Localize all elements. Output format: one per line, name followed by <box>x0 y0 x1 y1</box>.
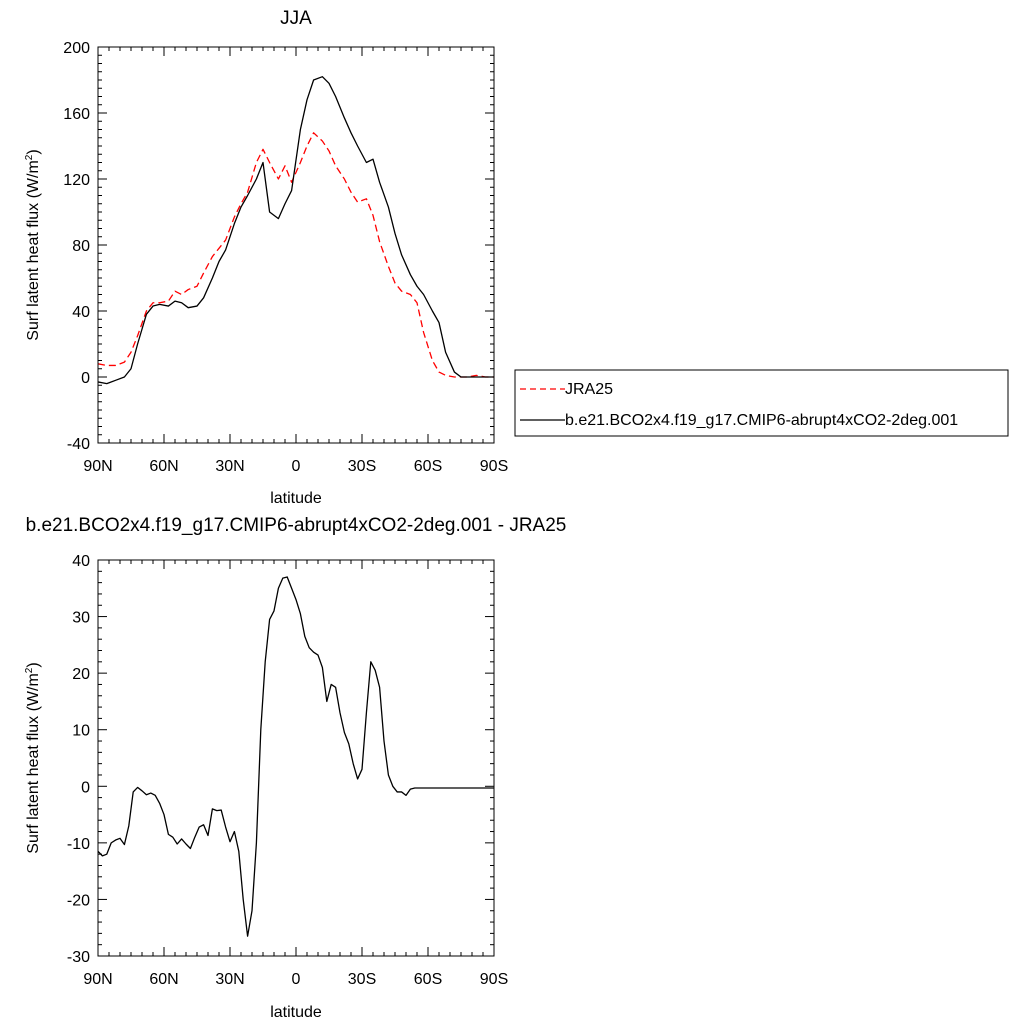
legend-label-model: b.e21.BCO2x4.f19_g17.CMIP6-abrupt4xCO2-2… <box>565 412 958 429</box>
x-tick-label: 60N <box>149 458 178 475</box>
y-tick-label: -40 <box>67 436 90 453</box>
top-chart-series <box>97 76 494 385</box>
y-tick-label: 0 <box>81 779 90 796</box>
y-tick-label: 30 <box>72 610 90 627</box>
legend-label-jra25: JRA25 <box>565 381 613 398</box>
bottom-chart-panel: b.e21.BCO2x4.f19_g17.CMIP6-abrupt4xCO2-2… <box>24 515 566 1021</box>
y-tick-label: 160 <box>63 106 90 123</box>
y-tick-label: 40 <box>72 304 90 321</box>
bottom-chart-frame <box>97 559 495 957</box>
x-tick-label: 60N <box>149 971 178 988</box>
top-chart-panel: JJA 90N 60N 30N 0 30S 60S 90S -40 0 40 80 120 160 20… <box>24 8 1009 507</box>
y-tick-label: -20 <box>67 892 90 909</box>
bottom-chart-ticks <box>97 559 495 957</box>
top-chart-y-tick-labels: -40 0 40 80 120 160 200 <box>63 40 90 453</box>
bottom-chart-title: b.e21.BCO2x4.f19_g17.CMIP6-abrupt4xCO2-2… <box>26 515 567 536</box>
jra25-line-panel1 <box>97 132 494 378</box>
legend-box <box>514 369 1009 437</box>
y-tick-label: 120 <box>63 172 90 189</box>
y-tick-label: 10 <box>72 723 90 740</box>
x-tick-label: 60S <box>414 458 442 475</box>
x-tick-label: 30S <box>348 458 376 475</box>
y-tick-label: 200 <box>63 40 90 57</box>
x-tick-label: 0 <box>292 458 301 475</box>
model-line-panel1 <box>97 76 494 385</box>
top-chart-x-axis-label: latitude <box>270 490 322 507</box>
x-tick-label: 60S <box>414 971 442 988</box>
y-tick-label: 40 <box>72 553 90 570</box>
top-chart-title: JJA <box>280 8 312 29</box>
y-tick-label: 0 <box>81 370 90 387</box>
bottom-chart-y-axis-label: Surf latent heat flux (W/m2) <box>24 662 42 853</box>
y-tick-label: 20 <box>72 666 90 683</box>
bottom-chart-x-axis-label: latitude <box>270 1004 322 1021</box>
x-tick-label: 30N <box>215 971 244 988</box>
x-tick-label: 90N <box>83 458 112 475</box>
top-chart-frame <box>97 46 495 444</box>
x-tick-label: 90S <box>480 458 508 475</box>
top-chart-y-axis-label: Surf latent heat flux (W/m2) <box>24 149 42 340</box>
bottom-chart-y-tick-labels: -30 -20 -10 0 10 20 30 40 <box>67 553 90 966</box>
y-tick-label: -30 <box>67 949 90 966</box>
model-line-panel2 <box>97 576 494 937</box>
bottom-chart-x-tick-labels: 90N 60N 30N 0 30S 60S 90S <box>83 971 508 988</box>
top-chart-ticks <box>97 46 495 444</box>
y-tick-label: -10 <box>67 836 90 853</box>
top-chart-x-tick-labels: 90N 60N 30N 0 30S 60S 90S <box>83 458 508 475</box>
y-tick-label: 80 <box>72 238 90 255</box>
x-tick-label: 30S <box>348 971 376 988</box>
x-tick-label: 30N <box>215 458 244 475</box>
top-chart-legend: JRA25 b.e21.BCO2x4.f19_g17.CMIP6-abrupt4… <box>514 369 1009 437</box>
x-tick-label: 90N <box>83 971 112 988</box>
x-tick-label: 0 <box>292 971 301 988</box>
x-tick-label: 90S <box>480 971 508 988</box>
bottom-chart-series <box>97 576 494 937</box>
